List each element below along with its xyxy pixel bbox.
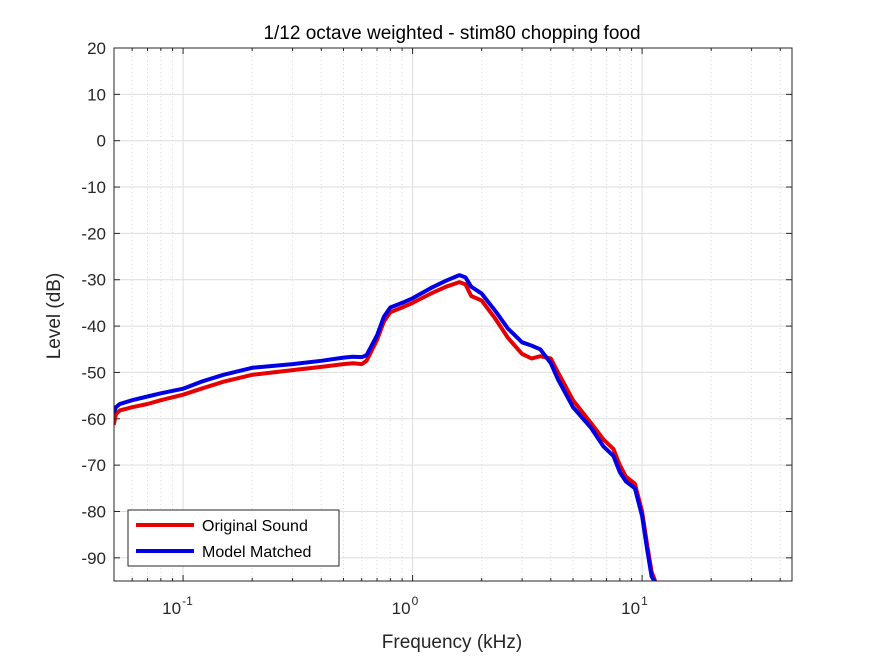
y-tick-label: -70 <box>81 456 106 475</box>
legend: Original Sound Model Matched <box>127 509 340 567</box>
x-tick-labels: 10 -1 10 0 10 1 <box>162 594 648 618</box>
plot-area <box>114 48 792 581</box>
legend-label-1: Model Matched <box>202 544 311 561</box>
series-line-0 <box>114 280 658 581</box>
y-tick-label: -50 <box>81 363 106 382</box>
y-tick-labels: 20 10 0 -10 -20 -30 -40 -50 -60 -70 -80 -90 <box>81 39 106 568</box>
x-tick-label-exponent: -1 <box>182 594 193 608</box>
y-tick-label: -80 <box>81 502 106 521</box>
x-tick-label: 10 0 <box>392 594 419 618</box>
ticks <box>113 47 792 581</box>
legend-label-0: Original Sound <box>202 518 308 535</box>
y-tick-label: -60 <box>81 410 106 429</box>
series-lines <box>114 273 658 581</box>
legend-box <box>127 509 340 567</box>
y-tick-label: 0 <box>97 132 106 151</box>
x-tick-label-base: 10 <box>621 599 640 618</box>
y-tick-label: -30 <box>81 271 106 290</box>
x-tick-label-base: 10 <box>392 599 411 618</box>
y-tick-label: -20 <box>81 224 106 243</box>
y-tick-label: -10 <box>81 178 106 197</box>
y-tick-label: -90 <box>81 549 106 568</box>
x-tick-label-exponent: 0 <box>412 594 419 608</box>
x-axis-label: Frequency (kHz) <box>382 632 522 653</box>
x-tick-label: 10 1 <box>621 594 648 618</box>
plot-frame <box>113 47 793 582</box>
y-axis-label: Level (dB) <box>44 273 65 360</box>
chart-title: 1/12 octave weighted - stim80 chopping f… <box>263 23 640 44</box>
y-tick-label: 20 <box>87 39 106 58</box>
y-tick-label: 10 <box>87 85 106 104</box>
x-tick-label: 10 -1 <box>162 594 193 618</box>
x-tick-label-exponent: 1 <box>641 594 648 608</box>
y-tick-label: -40 <box>81 317 106 336</box>
series-line-1 <box>114 273 657 581</box>
x-tick-label-base: 10 <box>162 599 181 618</box>
